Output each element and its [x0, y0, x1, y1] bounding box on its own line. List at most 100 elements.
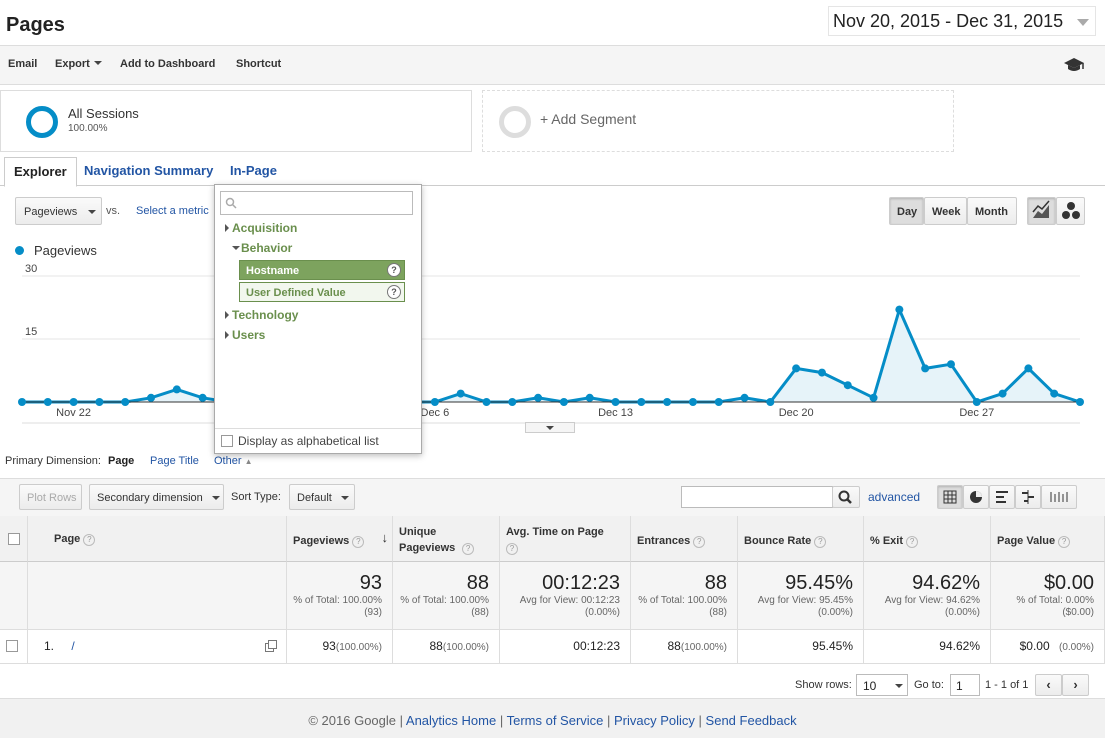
data-point[interactable] [585, 393, 594, 402]
row-checkbox[interactable] [6, 640, 18, 652]
shortcut-button[interactable]: Shortcut [236, 58, 282, 70]
data-point[interactable] [688, 398, 697, 406]
select-all-checkbox[interactable] [8, 533, 20, 545]
data-point[interactable] [998, 389, 1007, 398]
segment-all-sessions[interactable]: All Sessions 100.00% [0, 90, 472, 152]
dimension-other[interactable]: Other ▲ [214, 455, 253, 467]
performance-view-button[interactable] [989, 485, 1015, 509]
data-point[interactable] [95, 398, 104, 406]
data-point[interactable] [843, 381, 852, 390]
data-point[interactable] [637, 398, 646, 406]
category-acquisition[interactable]: Acquisition [225, 221, 297, 235]
footer-link-terms[interactable]: Terms of Service [506, 713, 604, 728]
data-point[interactable] [714, 398, 723, 406]
data-point[interactable] [1050, 389, 1059, 398]
external-link-icon[interactable] [265, 640, 277, 652]
alphabetical-checkbox[interactable] [221, 435, 233, 447]
graduation-cap-icon[interactable] [1063, 57, 1085, 73]
help-icon[interactable]: ? [906, 536, 919, 548]
advanced-filter-link[interactable]: advanced [868, 490, 921, 504]
dimension-page-title[interactable]: Page Title [150, 455, 199, 467]
percentage-view-button[interactable] [963, 485, 989, 509]
chevron-down-icon[interactable] [1077, 19, 1089, 26]
data-point[interactable] [663, 398, 672, 406]
metric-option-hostname[interactable]: Hostname? [239, 260, 405, 280]
data-point[interactable] [921, 364, 930, 373]
data-view-button[interactable] [937, 485, 963, 509]
comparison-view-button[interactable] [1015, 485, 1041, 509]
metric-search-input[interactable] [220, 191, 413, 215]
metric-option-user-defined-value[interactable]: User Defined Value? [239, 282, 405, 302]
tab-in-page[interactable]: In-Page [230, 163, 277, 178]
data-point[interactable] [869, 393, 878, 402]
help-icon[interactable]: ? [83, 534, 96, 546]
data-point[interactable] [147, 393, 156, 402]
add-to-dashboard-button[interactable]: Add to Dashboard [120, 58, 216, 70]
table-search-button[interactable] [832, 486, 860, 508]
prev-page-button[interactable]: ‹ [1035, 674, 1062, 696]
footer-link-feedback[interactable]: Send Feedback [705, 713, 797, 728]
line-chart-button[interactable] [1027, 197, 1056, 225]
category-technology[interactable]: Technology [225, 308, 298, 322]
footer-link-analytics-home[interactable]: Analytics Home [405, 713, 497, 728]
email-button[interactable]: Email [8, 58, 38, 70]
data-point[interactable] [121, 398, 130, 406]
help-icon[interactable]: ? [462, 543, 475, 555]
category-behavior[interactable]: Behavior [232, 241, 292, 255]
data-point[interactable] [69, 398, 78, 406]
data-point[interactable] [792, 364, 801, 373]
motion-chart-button[interactable] [1056, 197, 1085, 225]
next-page-button[interactable]: › [1062, 674, 1089, 696]
data-point[interactable] [611, 398, 620, 406]
data-point[interactable] [172, 385, 181, 394]
data-point[interactable] [534, 393, 543, 402]
data-point[interactable] [817, 368, 826, 377]
data-point[interactable] [508, 398, 517, 406]
column-header-pageviews[interactable]: Pageviews ? ↓ [287, 516, 393, 562]
tab-explorer[interactable]: Explorer [4, 157, 77, 187]
month-button[interactable]: Month [967, 197, 1017, 225]
data-point[interactable] [1024, 364, 1033, 373]
data-point[interactable] [1076, 398, 1084, 406]
help-icon[interactable]: ? [1058, 536, 1071, 548]
column-header-unique-pageviews[interactable]: Unique Pageviews ? [393, 516, 500, 562]
help-icon[interactable]: ? [814, 536, 827, 548]
data-point[interactable] [946, 360, 955, 369]
chart-resize-handle[interactable] [525, 422, 575, 433]
day-button[interactable]: Day [889, 197, 924, 225]
date-range-picker[interactable]: Nov 20, 2015 - Dec 31, 2015 [828, 6, 1096, 36]
help-icon[interactable]: ? [693, 536, 706, 548]
export-button[interactable]: Export [55, 58, 102, 70]
help-icon[interactable]: ? [387, 285, 401, 299]
data-point[interactable] [43, 398, 52, 406]
add-segment-button[interactable]: + Add Segment [482, 90, 954, 152]
secondary-dimension-select[interactable]: Secondary dimension [89, 484, 224, 510]
column-header-page-value[interactable]: Page Value ? [991, 516, 1105, 562]
category-users[interactable]: Users [225, 328, 265, 342]
data-point[interactable] [198, 393, 207, 402]
data-point[interactable] [740, 393, 749, 402]
data-point[interactable] [766, 398, 775, 406]
pivot-view-button[interactable] [1041, 485, 1077, 509]
column-header-avg-time[interactable]: Avg. Time on Page? [500, 516, 631, 562]
plot-rows-button[interactable]: Plot Rows [19, 484, 82, 510]
data-point[interactable] [895, 305, 904, 314]
week-button[interactable]: Week [924, 197, 967, 225]
sort-type-select[interactable]: Default [289, 484, 355, 510]
column-header-page[interactable]: Page ? [28, 516, 287, 562]
metric-select[interactable]: Pageviews [15, 197, 102, 225]
dimension-page[interactable]: Page [108, 455, 135, 467]
column-header-bounce-rate[interactable]: Bounce Rate ? [738, 516, 864, 562]
footer-link-privacy[interactable]: Privacy Policy [614, 713, 695, 728]
data-point[interactable] [972, 398, 981, 406]
table-search-input[interactable] [681, 486, 833, 508]
help-icon[interactable]: ? [387, 263, 401, 277]
goto-input[interactable]: 1 [950, 674, 980, 696]
row-page-link[interactable]: / [71, 639, 75, 653]
select-metric-link[interactable]: Select a metric [136, 205, 209, 217]
data-point[interactable] [559, 398, 568, 406]
data-point[interactable] [430, 398, 439, 406]
data-point[interactable] [482, 398, 491, 406]
column-header-entrances[interactable]: Entrances ? [631, 516, 738, 562]
help-icon[interactable]: ? [506, 543, 518, 555]
